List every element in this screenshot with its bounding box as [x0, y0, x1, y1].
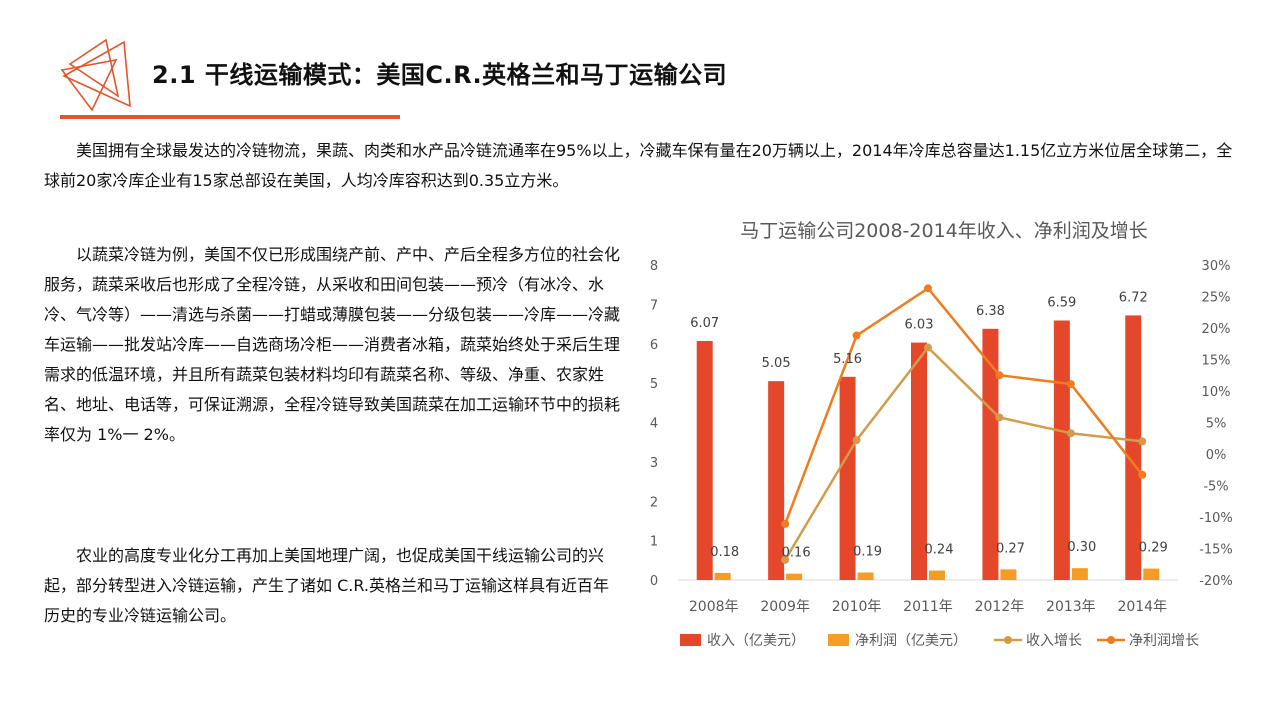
revenue-data-label: 6.07 [690, 316, 719, 331]
revenue-growth-point [1066, 429, 1075, 438]
revenue-data-label: 5.05 [762, 356, 791, 371]
profit-growth-point [1138, 470, 1147, 479]
profit-bar [857, 572, 874, 580]
page-title: 2.1 干线运输模式：美国C.R.英格兰和马丁运输公司 [152, 61, 728, 89]
revenue-profit-chart: 马丁运输公司2008-2014年收入、净利润及增长 0 1 2 3 4 5 6 7 8 -20% -… [650, 220, 1233, 649]
left-axis-tick-label: 0 [650, 574, 658, 589]
left-axis-tick-label: 7 [650, 298, 658, 313]
paragraph-cold-chain-overview: 美国拥有全球最发达的冷链物流，果蔬、肉类和水产品冷链流通率在95%以上，冷藏车保… [44, 141, 1233, 190]
profit-bar [1071, 568, 1088, 580]
revenue-bar [696, 340, 713, 580]
revenue-bar [982, 328, 999, 580]
right-axis-tick-label: 30% [1202, 259, 1231, 274]
revenue-bar [911, 342, 927, 580]
left-axis-tick-label: 3 [650, 456, 658, 471]
right-axis-tick-label: -10% [1199, 511, 1233, 526]
profit-growth-point [1066, 380, 1075, 389]
right-axis-tick-label: 20% [1202, 322, 1231, 337]
revenue-data-label: 6.72 [1119, 290, 1148, 305]
left-axis-tick-label: 6 [650, 338, 658, 353]
title-underline [60, 115, 400, 119]
profit-growth-point [924, 284, 932, 293]
right-axis-tick-label: 25% [1202, 291, 1231, 306]
right-axis-tick-label: 5% [1206, 417, 1227, 432]
legend-marker-revenue-growth [1004, 636, 1012, 644]
revenue-bar [1053, 320, 1070, 580]
profit-growth-line [783, 287, 1144, 525]
paragraph-vegetable-cold-chain: 以蔬菜冷链为例，美国不仅已形成围绕产前、产中、产后全程多方位的社会化服务，蔬菜采… [44, 245, 621, 444]
right-axis-tick-label: -15% [1199, 543, 1233, 558]
profit-bar [786, 573, 803, 580]
profit-data-label: 0.29 [1139, 541, 1168, 556]
revenue-data-label: 6.38 [976, 304, 1005, 319]
revenue-data-label: 6.59 [1047, 296, 1076, 311]
left-axis-tick-label: 1 [650, 535, 658, 550]
x-axis-tick-label: 2013年 [1046, 599, 1096, 615]
right-axis-tick-label: -20% [1199, 574, 1233, 589]
x-axis-tick-label: 2010年 [832, 599, 882, 615]
revenue-growth-point [781, 555, 790, 564]
revenue-bar [768, 381, 785, 580]
x-axis-tick-label: 2012年 [975, 599, 1025, 615]
profit-bar [1000, 569, 1017, 580]
legend-swatch-revenue [680, 634, 701, 646]
profit-data-label: 0.16 [782, 546, 811, 561]
x-axis-tick-label: 2011年 [903, 599, 953, 615]
profit-bar [1143, 568, 1160, 580]
legend-label-profit: 净利润（亿美元） [855, 633, 967, 649]
profit-bar [929, 570, 945, 580]
left-axis-tick-label: 4 [650, 417, 658, 432]
revenue-bar [839, 376, 856, 580]
revenue-growth-point [852, 436, 861, 445]
right-axis-tick-label: 15% [1202, 354, 1231, 369]
profit-data-label: 0.24 [925, 543, 954, 558]
profit-data-label: 0.18 [710, 545, 739, 560]
profit-growth-point [995, 371, 1004, 380]
profit-growth-point [852, 331, 861, 340]
revenue-growth-point [995, 413, 1004, 422]
profit-bar [714, 572, 731, 580]
paragraph-trunk-transport: 农业的高度专业化分工再加上美国地理广阔，也促成美国干线运输公司的兴起，部分转型进… [44, 546, 609, 625]
legend-label-profit-growth: 净利润增长 [1129, 633, 1199, 649]
profit-data-label: 0.30 [1067, 540, 1096, 555]
right-axis-tick-label: 0% [1206, 448, 1227, 463]
legend-marker-profit-growth [1107, 636, 1115, 644]
x-axis-tick-label: 2008年 [689, 599, 739, 615]
left-axis-tick-label: 2 [650, 495, 658, 510]
right-axis-tick-label: -5% [1203, 480, 1228, 495]
x-axis-tick-label: 2009年 [760, 599, 810, 615]
legend-label-revenue-growth: 收入增长 [1026, 633, 1082, 649]
chart-title: 马丁运输公司2008-2014年收入、净利润及增长 [740, 220, 1148, 242]
legend-label-revenue: 收入（亿美元） [707, 633, 805, 649]
revenue-growth-point [1138, 437, 1147, 446]
triangle-logo-icon [60, 38, 131, 112]
left-axis-tick-label: 5 [650, 377, 658, 392]
legend-swatch-profit [828, 634, 849, 646]
revenue-growth-line [784, 346, 1143, 561]
profit-data-label: 0.27 [996, 541, 1025, 556]
revenue-bar [1125, 315, 1142, 580]
left-axis-tick-label: 8 [650, 259, 658, 274]
revenue-data-label: 5.16 [833, 352, 862, 367]
revenue-data-label: 6.03 [905, 318, 934, 333]
profit-data-label: 0.19 [853, 545, 882, 560]
revenue-growth-point [924, 343, 932, 352]
x-axis-tick-label: 2014年 [1117, 599, 1167, 615]
profit-growth-point [781, 519, 790, 528]
right-axis-tick-label: 10% [1202, 385, 1231, 400]
